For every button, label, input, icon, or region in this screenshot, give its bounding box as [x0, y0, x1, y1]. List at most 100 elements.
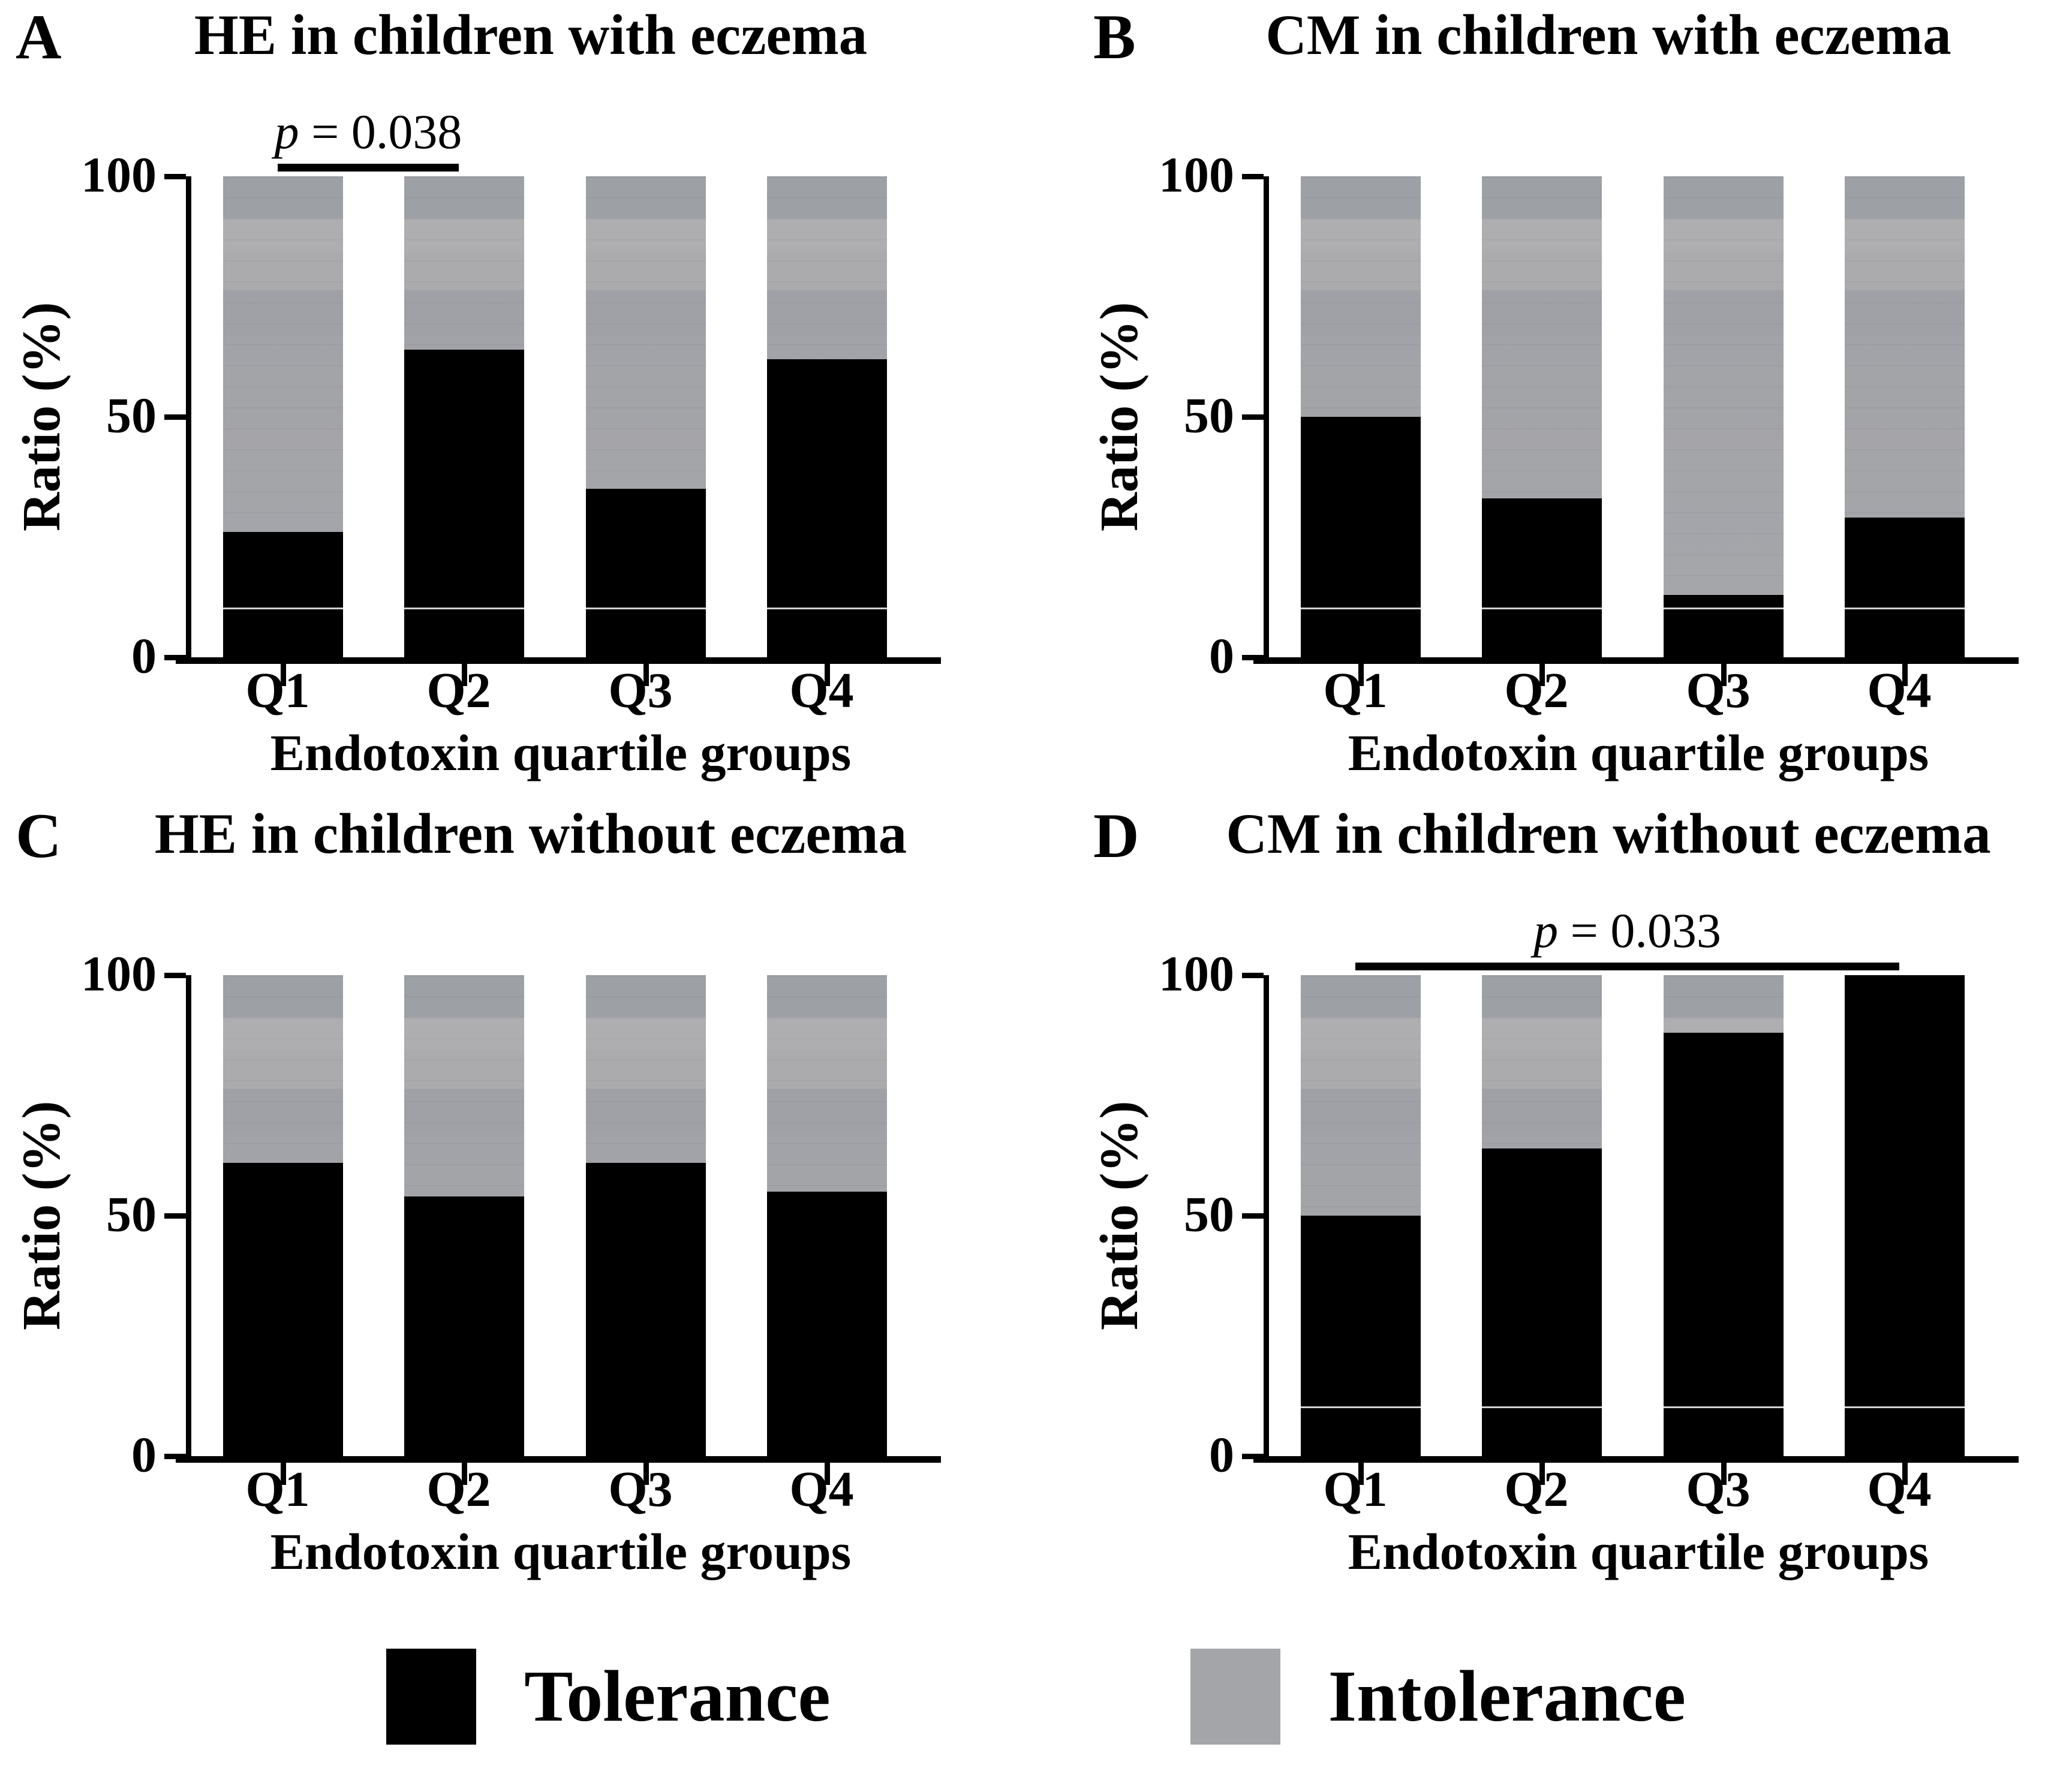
y-tick-label: 50	[1184, 387, 1234, 444]
tolerance-segment	[1482, 498, 1602, 657]
stacked-bar-q4	[767, 176, 887, 657]
tolerance-segment	[1301, 1216, 1421, 1456]
x-tick-mark	[280, 1463, 286, 1485]
y-tick-label: 100	[1159, 147, 1234, 203]
x-category-label-q4: Q4	[1867, 663, 1932, 718]
artifact-white-line	[404, 607, 524, 609]
y-tick-mark	[1242, 654, 1264, 660]
x-category-label-q1: Q1	[245, 663, 310, 718]
y-tick-mark	[1242, 1213, 1264, 1219]
y-tick-mark	[164, 173, 186, 179]
x-category-label-q3: Q3	[608, 663, 673, 718]
stacked-bar-q4	[1845, 176, 1965, 657]
stacked-bar-q3	[1664, 975, 1784, 1456]
x-tick-mark	[643, 664, 649, 686]
x-category-label-q3: Q3	[608, 1462, 673, 1517]
x-axis-line	[1253, 657, 2019, 664]
artifact-white-line	[1482, 607, 1602, 609]
artifact-white-line	[223, 607, 343, 609]
artifact-white-line	[586, 607, 706, 609]
p-value: = 0.033	[1558, 903, 1721, 958]
panel-header: D CM in children without eczema	[1078, 802, 2072, 885]
chart-area: Ratio (%) 100 50 0	[1078, 150, 2072, 686]
chart-area: Ratio (%) 100 50 0	[1078, 949, 2072, 1485]
p-symbol: p	[274, 104, 299, 159]
x-category-labels: Q1 Q2 Q3 Q4	[1264, 657, 2013, 728]
panel-title: CM in children without eczema	[1226, 802, 1991, 865]
significance-line	[1355, 963, 1899, 970]
x-category-labels: Q1 Q2 Q3 Q4	[186, 1456, 936, 1527]
chart-area: Ratio (%) 100 50 0	[0, 150, 996, 686]
tolerance-segment	[1845, 518, 1965, 657]
legend-swatch-intolerance	[1190, 1648, 1280, 1745]
x-category-label-q1: Q1	[1323, 1462, 1388, 1517]
tolerance-segment	[223, 532, 343, 657]
y-axis-title: Ratio (%)	[1090, 302, 1149, 532]
x-tick-mark	[1902, 1463, 1908, 1485]
stacked-bar-q3	[586, 975, 706, 1456]
stacked-bar-q2	[1482, 975, 1602, 1456]
x-category-label-q3: Q3	[1686, 1462, 1751, 1517]
x-category-label-q1: Q1	[1323, 663, 1388, 718]
tolerance-segment	[404, 1196, 524, 1456]
x-tick-mark	[1358, 1463, 1364, 1485]
tolerance-segment	[1664, 1033, 1784, 1456]
stacked-bar-q4	[1845, 975, 1965, 1456]
x-tick-mark	[461, 1463, 467, 1485]
tolerance-segment	[223, 1162, 343, 1456]
x-tick-mark	[280, 664, 286, 686]
plot-area: 100 50 0	[1159, 949, 2019, 1485]
x-tick-mark	[643, 1463, 649, 1485]
figure-panels-grid: A HE in children with eczema p = 0.038 R…	[0, 0, 2072, 1577]
y-axis-title: Ratio (%)	[12, 302, 71, 532]
legend-item-tolerance: Tolerance	[386, 1648, 831, 1745]
legend: Tolerance Intolerance	[0, 1598, 2072, 1771]
x-tick-mark	[1358, 664, 1364, 686]
tolerance-segment	[404, 349, 524, 657]
y-tick-mark	[164, 654, 186, 660]
y-tick-label: 0	[1209, 628, 1234, 684]
plot-area: 100 50 0	[81, 949, 941, 1485]
panel-title: CM in children with eczema	[1265, 3, 1951, 67]
significance-annotation-zone: p = 0.038	[186, 86, 936, 176]
stacked-bar-q4	[767, 975, 887, 1456]
y-axis-title: Ratio (%)	[12, 1101, 71, 1331]
chart-area: Ratio (%) 100 50 0	[0, 949, 996, 1485]
y-tick-label: 100	[81, 147, 157, 203]
y-tick-label: 50	[1184, 1186, 1234, 1243]
stacked-bar-q1	[223, 176, 343, 657]
x-category-label-q2: Q2	[426, 663, 491, 718]
tolerance-segment	[1482, 1148, 1602, 1456]
artifact-white-line	[1664, 607, 1784, 609]
panel-header: C HE in children without eczema	[0, 802, 996, 885]
panel-letter: B	[1093, 2, 1136, 72]
y-tick-label: 0	[131, 1427, 157, 1483]
chart-panel: B CM in children with eczema Ratio (%) 1…	[1036, 0, 2072, 799]
x-tick-mark	[1721, 1463, 1727, 1485]
significance-bracket: p = 0.033	[1355, 903, 1899, 970]
y-tick-mark	[1242, 972, 1264, 978]
legend-swatch-tolerance	[386, 1648, 477, 1745]
x-category-labels: Q1 Q2 Q3 Q4	[1264, 1456, 2013, 1527]
stacked-bar-q1	[223, 975, 343, 1456]
y-tick-label: 0	[1209, 1427, 1234, 1483]
stacked-bar-q2	[404, 975, 524, 1456]
artifact-white-line	[1664, 1406, 1784, 1408]
stacked-bar-q2	[1482, 176, 1602, 657]
x-category-labels: Q1 Q2 Q3 Q4	[186, 657, 936, 728]
stacked-bar-q1	[1301, 176, 1421, 657]
significance-annotation-zone: p = 0.033	[1264, 885, 2013, 975]
significance-line	[278, 164, 459, 172]
x-tick-mark	[461, 664, 467, 686]
p-value-text: p = 0.033	[1533, 903, 1721, 958]
significance-annotation-zone	[186, 885, 936, 975]
y-tick-label: 100	[81, 946, 157, 1002]
stacked-bar-q1	[1301, 975, 1421, 1456]
y-tick-mark	[1242, 1453, 1264, 1459]
stacked-bar-q3	[586, 176, 706, 657]
tolerance-segment	[1845, 975, 1965, 1456]
y-tick-mark	[164, 1213, 186, 1219]
p-symbol: p	[1533, 903, 1559, 958]
x-category-label-q1: Q1	[245, 1462, 310, 1517]
tolerance-segment	[767, 359, 887, 657]
